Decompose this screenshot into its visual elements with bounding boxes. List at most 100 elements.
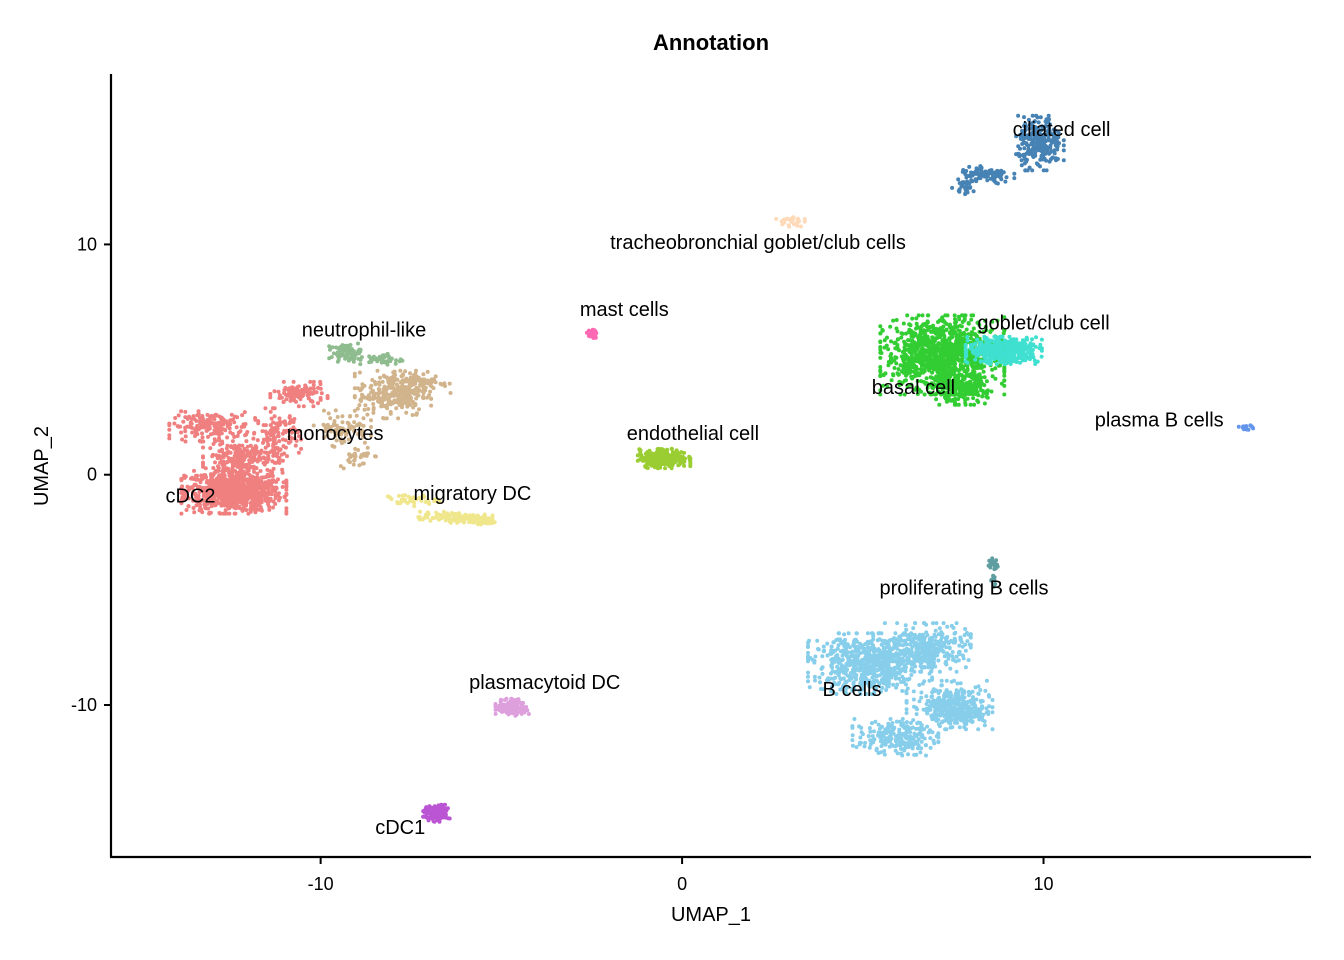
point-cdc2 bbox=[311, 383, 316, 388]
point-cdc2 bbox=[211, 472, 216, 477]
point-cdc2 bbox=[203, 424, 208, 429]
point-ciliated-cell bbox=[1034, 161, 1039, 166]
point-monocytes bbox=[429, 384, 434, 389]
point-monocytes bbox=[394, 406, 399, 411]
point-cdc2 bbox=[233, 511, 238, 516]
point-basal-cell bbox=[975, 398, 980, 403]
point-ciliated-cell bbox=[967, 164, 972, 169]
point-endothelial-cell bbox=[670, 460, 675, 464]
point-monocytes bbox=[359, 396, 364, 401]
point-cdc2 bbox=[213, 502, 218, 507]
point-ciliated-cell bbox=[959, 184, 964, 189]
point-cdc2 bbox=[210, 478, 215, 483]
point-cdc2 bbox=[244, 439, 249, 444]
point-ciliated-cell bbox=[969, 179, 974, 184]
point-cdc2 bbox=[201, 445, 205, 450]
point-b-cells bbox=[806, 650, 810, 655]
point-neutrophil-like bbox=[346, 358, 351, 363]
point-basal-cell bbox=[947, 346, 952, 351]
point-cdc2 bbox=[205, 412, 210, 417]
point-cdc2 bbox=[219, 415, 224, 420]
chart-title: Annotation bbox=[653, 30, 769, 55]
point-basal-cell bbox=[940, 331, 945, 336]
point-migratory-dc bbox=[474, 519, 479, 524]
point-neutrophil-like bbox=[330, 345, 335, 350]
point-migratory-dc bbox=[456, 513, 461, 518]
point-cdc2 bbox=[292, 417, 297, 421]
point-goblet-club-cell bbox=[973, 357, 978, 362]
point-monocytes bbox=[354, 413, 359, 418]
point-monocytes bbox=[389, 400, 394, 405]
point-cdc2 bbox=[218, 511, 223, 516]
point-basal-cell bbox=[979, 375, 984, 380]
point-cdc2 bbox=[242, 473, 247, 478]
point-basal-cell bbox=[892, 341, 897, 345]
point-cdc2 bbox=[223, 508, 228, 513]
point-cdc2 bbox=[190, 430, 195, 435]
point-cdc2 bbox=[195, 424, 200, 429]
point-ciliated-cell bbox=[993, 174, 998, 179]
point-cdc2 bbox=[255, 491, 260, 496]
point-monocytes bbox=[357, 403, 362, 408]
point-endothelial-cell bbox=[645, 466, 650, 470]
point-monocytes bbox=[348, 414, 353, 418]
point-cdc2 bbox=[224, 485, 229, 489]
point-cdc2 bbox=[272, 389, 277, 394]
point-goblet-club-cell bbox=[1007, 341, 1012, 346]
point-endothelial-cell bbox=[644, 462, 649, 467]
point-endothelial-cell bbox=[644, 456, 649, 461]
point-monocytes bbox=[322, 408, 326, 413]
point-cdc2 bbox=[248, 474, 253, 479]
point-cdc2 bbox=[194, 477, 199, 482]
point-ciliated-cell bbox=[982, 174, 987, 179]
point-cdc2 bbox=[192, 417, 197, 422]
point-cdc2 bbox=[183, 425, 188, 430]
point-migratory-dc bbox=[470, 520, 474, 525]
point-ciliated-cell bbox=[1023, 168, 1028, 173]
point-cdc2 bbox=[268, 409, 273, 414]
point-cdc2 bbox=[206, 480, 211, 484]
point-cdc2 bbox=[277, 456, 282, 461]
point-monocytes bbox=[340, 414, 345, 419]
point-cdc2 bbox=[265, 474, 270, 479]
point-goblet-club-cell bbox=[1019, 348, 1024, 353]
point-cdc2 bbox=[179, 511, 184, 516]
point-monocytes bbox=[357, 370, 362, 375]
point-ciliated-cell bbox=[964, 175, 969, 180]
point-endothelial-cell bbox=[677, 462, 682, 467]
point-basal-cell bbox=[957, 380, 962, 385]
point-monocytes bbox=[333, 408, 338, 413]
point-ciliated-cell bbox=[1016, 113, 1021, 118]
point-cdc2 bbox=[208, 510, 213, 515]
point-cdc2 bbox=[205, 418, 210, 422]
point-ciliated-cell bbox=[1022, 146, 1027, 151]
point-b-cells bbox=[829, 644, 834, 649]
point-cdc2 bbox=[211, 452, 215, 457]
point-ciliated-cell bbox=[1033, 147, 1038, 152]
point-goblet-club-cell bbox=[1024, 352, 1028, 357]
point-cdc2 bbox=[236, 493, 241, 498]
point-basal-cell bbox=[884, 343, 889, 348]
point-tracheobronchial-goblet-club-cells bbox=[787, 224, 792, 229]
point-basal-cell bbox=[904, 354, 909, 359]
point-basal-cell bbox=[963, 400, 968, 405]
point-basal-cell bbox=[985, 395, 990, 400]
point-cdc2 bbox=[198, 421, 203, 426]
point-basal-cell bbox=[878, 324, 883, 329]
point-monocytes bbox=[417, 379, 422, 384]
point-basal-cell bbox=[899, 331, 904, 336]
point-cdc2 bbox=[218, 442, 223, 447]
point-basal-cell bbox=[965, 368, 970, 373]
point-basal-cell bbox=[931, 326, 936, 331]
point-monocytes bbox=[399, 374, 404, 379]
point-neutrophil-like bbox=[336, 350, 340, 355]
point-basal-cell bbox=[939, 372, 944, 377]
point-basal-cell bbox=[906, 330, 911, 335]
point-cdc2 bbox=[255, 449, 259, 454]
point-cdc2 bbox=[194, 495, 199, 500]
point-ciliated-cell bbox=[1033, 150, 1038, 155]
point-tracheobronchial-goblet-club-cells bbox=[795, 217, 800, 222]
point-basal-cell bbox=[984, 379, 989, 384]
point-cdc2 bbox=[288, 395, 293, 399]
